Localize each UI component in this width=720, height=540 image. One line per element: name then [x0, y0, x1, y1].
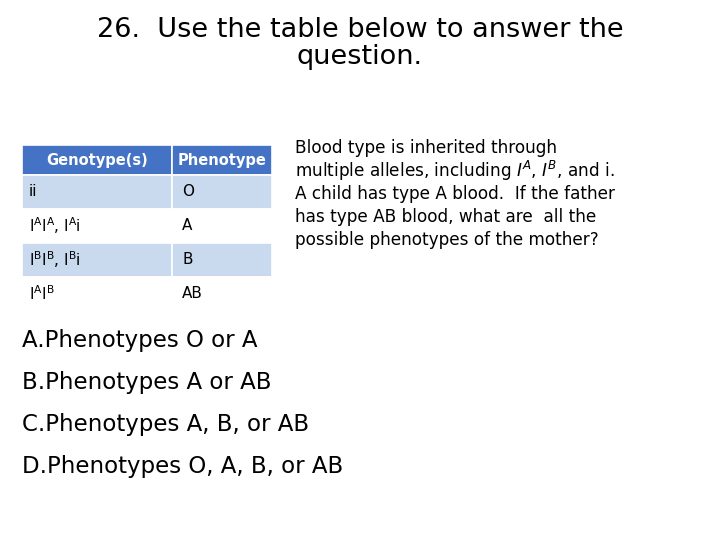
Bar — [22, 209, 172, 243]
Bar — [172, 243, 272, 277]
Text: has type AB blood, what are  all the: has type AB blood, what are all the — [295, 208, 596, 226]
Text: 26.  Use the table below to answer the: 26. Use the table below to answer the — [96, 17, 624, 43]
Text: ii: ii — [29, 185, 37, 199]
Text: $\mathregular{I^AI^A}$, $\mathregular{I^A}$i: $\mathregular{I^AI^A}$, $\mathregular{I^… — [29, 215, 81, 237]
Text: Phenotype: Phenotype — [178, 152, 266, 167]
Text: C.Phenotypes A, B, or AB: C.Phenotypes A, B, or AB — [22, 413, 309, 435]
Bar — [22, 277, 172, 311]
Bar — [22, 175, 172, 209]
Text: D.Phenotypes O, A, B, or AB: D.Phenotypes O, A, B, or AB — [22, 455, 343, 477]
Text: multiple alleles, including $I^A$, $I^B$, and i.: multiple alleles, including $I^A$, $I^B$… — [295, 159, 615, 183]
Text: question.: question. — [297, 44, 423, 70]
Bar — [22, 243, 172, 277]
Text: O: O — [182, 185, 194, 199]
Text: A: A — [182, 219, 192, 233]
Text: A child has type A blood.  If the father: A child has type A blood. If the father — [295, 185, 615, 203]
Bar — [172, 145, 272, 175]
Text: Genotype(s): Genotype(s) — [46, 152, 148, 167]
Text: $\mathregular{I^AI^B}$: $\mathregular{I^AI^B}$ — [29, 285, 55, 303]
Bar — [172, 209, 272, 243]
Bar — [22, 145, 172, 175]
Bar — [172, 175, 272, 209]
Bar — [172, 277, 272, 311]
Text: Blood type is inherited through: Blood type is inherited through — [295, 139, 557, 157]
Text: possible phenotypes of the mother?: possible phenotypes of the mother? — [295, 231, 598, 249]
Text: B: B — [182, 253, 192, 267]
Text: AB: AB — [182, 287, 203, 301]
Text: A.Phenotypes O or A: A.Phenotypes O or A — [22, 328, 258, 352]
Text: B.Phenotypes A or AB: B.Phenotypes A or AB — [22, 370, 271, 394]
Text: $\mathregular{I^BI^B}$, $\mathregular{I^B}$i: $\mathregular{I^BI^B}$, $\mathregular{I^… — [29, 249, 81, 271]
